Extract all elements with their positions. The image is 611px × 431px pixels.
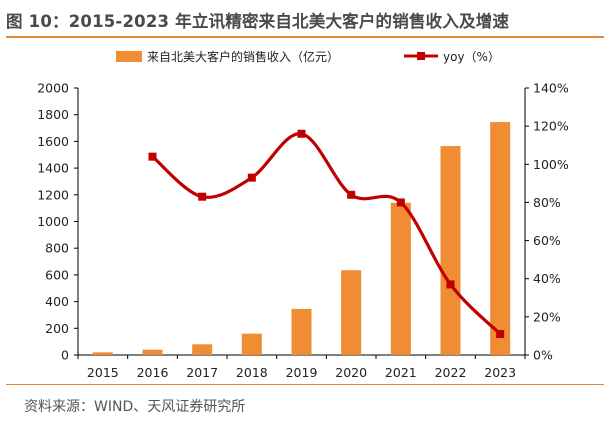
right-y-tick-label: 40% [533, 271, 561, 286]
yoy-point-2018 [247, 173, 256, 182]
legend-line-label: yoy（%） [443, 50, 500, 64]
legend-bar-label: 来自北美大客户的销售收入（亿元） [147, 49, 339, 64]
left-y-tick-label: 200 [45, 321, 69, 336]
x-tick-label: 2019 [286, 365, 318, 380]
left-y-tick-label: 600 [45, 267, 69, 282]
left-y-tick-label: 0 [61, 348, 69, 363]
bar-2020 [341, 270, 362, 355]
x-tick-label: 2022 [435, 365, 467, 380]
left-y-tick-label: 1200 [37, 187, 69, 202]
yoy-series [148, 129, 505, 339]
bar-2022 [440, 146, 461, 355]
x-tick-label: 2021 [385, 365, 417, 380]
bar-2019 [291, 308, 312, 355]
bar-series [92, 122, 511, 355]
source-note: 资料来源：WIND、天风证券研究所 [24, 399, 246, 415]
x-tick-label: 2020 [335, 365, 367, 380]
left-y-tick-label: 1400 [37, 161, 69, 176]
x-tick-label: 2023 [484, 365, 516, 380]
right-y-tick-label: 20% [533, 309, 561, 324]
right-y-tick-label: 80% [533, 195, 561, 210]
x-tick-label: 2017 [186, 365, 218, 380]
yoy-point-2023 [496, 330, 505, 339]
yoy-point-2020 [347, 190, 356, 199]
bar-2015 [92, 352, 113, 355]
left-y-tick-label: 2000 [37, 81, 69, 96]
left-y-tick-label: 1600 [37, 134, 69, 149]
left-y-tick-label: 1000 [37, 214, 69, 229]
x-tick-label: 2018 [236, 365, 268, 380]
bar-2018 [241, 333, 262, 355]
x-tick-label: 2015 [87, 365, 119, 380]
footer-rule [6, 384, 604, 385]
title-rule [6, 36, 604, 38]
left-y-tick-label: 400 [45, 294, 69, 309]
yoy-point-2017 [198, 192, 207, 201]
yoy-point-2021 [396, 198, 405, 207]
yoy-point-2022 [446, 280, 455, 289]
right-y-tick-label: 0% [533, 348, 553, 363]
legend-line-marker [417, 52, 425, 60]
right-y-tick-label: 60% [533, 233, 561, 248]
yoy-point-2019 [297, 129, 306, 138]
yoy-line [151, 132, 502, 336]
right-y-tick-label: 100% [533, 157, 569, 172]
yoy-point-2016 [148, 152, 157, 161]
bar-2023 [490, 122, 511, 355]
right-y-tick-label: 120% [533, 119, 569, 134]
bar-2016 [142, 349, 163, 355]
bar-2021 [390, 202, 411, 355]
x-tick-label: 2016 [137, 365, 169, 380]
left-y-tick-label: 1800 [37, 107, 69, 122]
legend-bar-swatch [116, 51, 142, 62]
left-y-tick-label: 800 [45, 241, 69, 256]
bar-2017 [192, 344, 213, 355]
figure-title: 图 10：2015-2023 年立讯精密来自北美大客户的销售收入及增速 [6, 12, 510, 31]
legend: 来自北美大客户的销售收入（亿元） yoy（%） [116, 49, 500, 64]
right-y-tick-label: 140% [533, 81, 569, 96]
